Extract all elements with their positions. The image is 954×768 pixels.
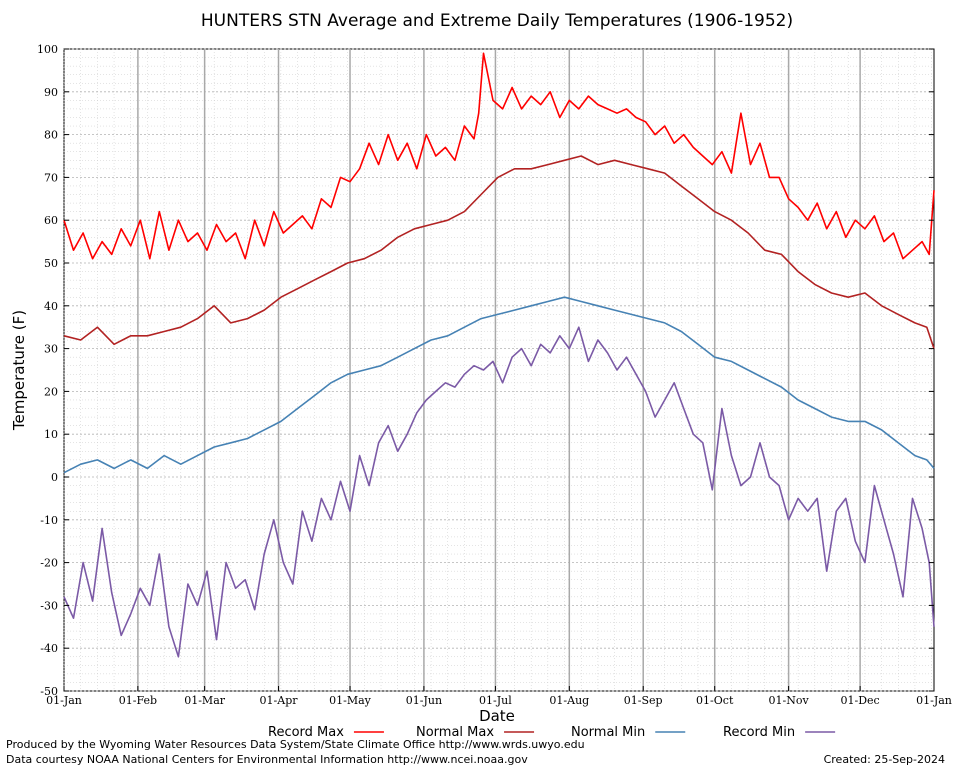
y-tick-label: 60 <box>44 214 58 227</box>
chart-title: HUNTERS STN Average and Extreme Daily Te… <box>201 11 793 31</box>
y-tick-label: 80 <box>44 129 58 142</box>
x-tick-label: 01-Feb <box>119 694 157 707</box>
x-tick-label: 01-May <box>329 694 372 707</box>
footer-data-source: Data courtesy NOAA National Centers for … <box>6 753 528 766</box>
legend-label: Record Min <box>723 725 795 740</box>
footer-producer: Produced by the Wyoming Water Resources … <box>6 738 585 751</box>
x-tick-label: 01-Jan <box>916 694 952 707</box>
y-tick-label: 40 <box>44 300 58 313</box>
x-tick-label: 01-Jun <box>406 694 442 707</box>
y-tick-label: -50 <box>40 685 58 698</box>
legend-label: Record Max <box>268 725 344 740</box>
minor-grid <box>63 49 934 691</box>
x-tick-label: 01-Apr <box>260 694 299 707</box>
series-line-record-min <box>63 326 935 658</box>
y-tick-label: 100 <box>37 43 58 56</box>
y-tick-label: -10 <box>40 514 58 527</box>
x-tick-label: 01-Sep <box>624 694 663 707</box>
series-line-normal-max <box>63 155 935 349</box>
x-tick-label: 01-Oct <box>696 694 734 707</box>
x-tick-label: 01-Mar <box>184 694 226 707</box>
x-tick-label: 01-Jan <box>46 694 82 707</box>
plot-area <box>63 48 935 692</box>
y-tick-label: 70 <box>44 171 58 184</box>
series-line-record-max <box>63 52 935 260</box>
y-tick-label: 20 <box>44 385 58 398</box>
x-tick-label: 01-Nov <box>769 694 810 707</box>
y-tick-label: 90 <box>44 86 58 99</box>
x-tick-label: 01-Aug <box>549 694 589 707</box>
y-tick-label: 50 <box>44 257 58 270</box>
y-axis-label: Temperature (F) <box>10 310 28 431</box>
x-tick-label: 01-Dec <box>841 694 880 707</box>
x-axis-ticks: 01-Jan 01-Feb 01-Mar 01-Apr 01-May 01-Jun 01-J… <box>46 686 952 707</box>
x-tick-label: 01-Jul <box>479 694 512 707</box>
y-tick-label: 10 <box>44 428 58 441</box>
legend: Record Max Normal Max Normal Min Record Min <box>268 725 836 740</box>
legend-label: Normal Max <box>416 725 494 740</box>
y-tick-label: -40 <box>40 642 58 655</box>
y-tick-label: 0 <box>51 471 58 484</box>
y-tick-label: -20 <box>40 557 58 570</box>
series-layer <box>63 52 935 658</box>
x-axis-label: Date <box>479 707 515 725</box>
y-tick-label: -30 <box>40 599 58 612</box>
series-line-normal-min <box>63 296 935 474</box>
legend-label: Normal Min <box>571 725 645 740</box>
footer-created: Created: 25-Sep-2024 <box>824 753 945 766</box>
y-tick-label: 30 <box>44 343 58 356</box>
plot-frame <box>63 48 935 692</box>
